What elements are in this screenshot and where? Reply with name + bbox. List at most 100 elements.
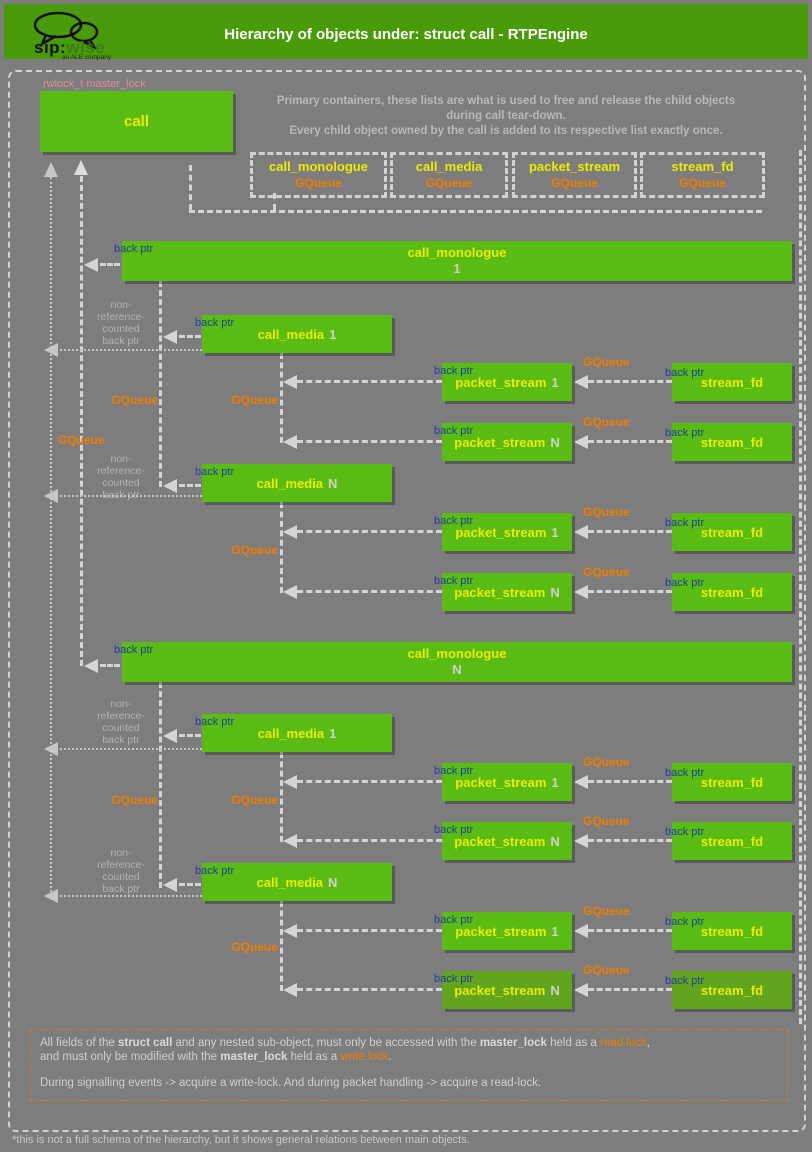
back-ptr-label: back ptr xyxy=(665,517,705,529)
back-ptr-dash xyxy=(297,530,442,533)
container-stream-fd: stream_fd GQueue xyxy=(640,152,765,198)
back-ptr-label: back ptr xyxy=(434,914,474,926)
arrow-left-icon xyxy=(574,375,588,389)
gqueue-label: GQueue xyxy=(583,814,630,828)
back-ptr-dash xyxy=(297,440,442,443)
arrow-left-icon xyxy=(44,343,58,357)
back-ptr-label: back ptr xyxy=(665,577,705,589)
back-ptr-label: back ptr xyxy=(665,367,705,379)
back-ptr-label: back ptr xyxy=(114,644,154,656)
stream-fd-box: stream_fd xyxy=(672,971,792,1009)
packet-stream-box: packet_stream 1 xyxy=(442,363,572,401)
diagram-frame xyxy=(8,70,806,1132)
arrow-up-icon xyxy=(74,160,88,175)
locking-note: All fields of the struct call and any ne… xyxy=(30,1029,788,1101)
nonref-backptr-dash xyxy=(56,349,202,351)
arrow-left-icon xyxy=(574,775,588,789)
medias-queue-line xyxy=(159,281,162,487)
gqueue-label: GQueue xyxy=(111,793,158,807)
media-box: call_media N xyxy=(202,863,392,901)
arrow-left-icon xyxy=(163,878,177,892)
container-name: packet_stream xyxy=(528,159,621,174)
stream-fd-box: stream_fd xyxy=(672,423,792,461)
arrow-left-icon xyxy=(574,983,588,997)
container-queue-line xyxy=(189,165,192,210)
container-type: GQueue xyxy=(295,176,342,190)
arrow-left-icon xyxy=(574,525,588,539)
sfds-queue-dash xyxy=(588,530,672,533)
stream-fd-box: stream_fd xyxy=(672,822,792,860)
streams-queue-line xyxy=(280,353,283,443)
monologue-box-1: call_monologue 1 xyxy=(122,241,792,281)
arrow-up-icon xyxy=(44,162,58,177)
call-box-label: call xyxy=(123,113,150,130)
back-ptr-label: back ptr xyxy=(434,824,474,836)
gqueue-label: GQueue xyxy=(583,505,630,519)
monologue-box-N: call_monologue N xyxy=(122,642,792,682)
packet-stream-box: packet_stream N xyxy=(442,971,572,1009)
media-box: call_media 1 xyxy=(202,714,392,752)
packet-stream-box: packet_stream N xyxy=(442,573,572,611)
sfds-queue-dash xyxy=(588,929,672,932)
note-line-2: and must only be modified with the maste… xyxy=(40,1050,392,1063)
monologue-name: call_monologue xyxy=(407,646,507,661)
arrow-left-icon xyxy=(574,585,588,599)
streams-queue-line xyxy=(280,901,283,991)
media-suffix: 1 xyxy=(329,326,337,342)
sipwise-logo: sip:wise an ALE company xyxy=(22,10,142,61)
arrow-left-icon xyxy=(574,435,588,449)
stream-fd-box: stream_fd xyxy=(672,363,792,401)
nonref-backptr-label: non-reference- counted back ptr xyxy=(97,453,145,501)
sfds-queue-dash xyxy=(588,988,672,991)
back-ptr-label: back ptr xyxy=(434,515,474,527)
arrow-left-icon xyxy=(283,834,297,848)
back-ptr-label: back ptr xyxy=(195,466,235,478)
back-ptr-label: back ptr xyxy=(195,317,235,329)
streams-queue-line xyxy=(280,502,283,593)
arrow-left-icon xyxy=(283,585,297,599)
arrow-left-icon xyxy=(574,834,588,848)
nonref-backptr-dash xyxy=(56,495,202,497)
container-name: call_monologue xyxy=(269,159,368,174)
intro-text: Primary containers, these lists are what… xyxy=(260,94,752,139)
packet-stream-box: packet_stream 1 xyxy=(442,763,572,801)
container-name: stream_fd xyxy=(671,159,734,174)
arrow-left-icon xyxy=(163,479,177,493)
container-type: GQueue xyxy=(679,176,726,190)
sfds-queue-dash xyxy=(588,590,672,593)
container-call-monologue: call_monologue GQueue xyxy=(250,152,387,198)
back-ptr-dash xyxy=(179,734,201,737)
back-ptr-dash xyxy=(100,263,120,266)
streams-queue-line xyxy=(280,752,283,842)
arrow-left-icon xyxy=(163,729,177,743)
arrow-left-icon xyxy=(283,375,297,389)
gqueue-label: GQueue xyxy=(231,393,278,407)
gqueue-label: GQueue xyxy=(583,565,630,579)
arrow-left-icon xyxy=(44,889,58,903)
container-type: GQueue xyxy=(551,176,598,190)
back-ptr-dash xyxy=(297,590,442,593)
gqueue-label: GQueue xyxy=(58,433,105,447)
logo-sip: sip: xyxy=(34,38,67,57)
back-ptr-label: back ptr xyxy=(434,425,474,437)
back-ptr-label: back ptr xyxy=(434,765,474,777)
back-ptr-label: back ptr xyxy=(665,916,705,928)
logo-text: sip:wise xyxy=(34,38,105,58)
gqueue-label: GQueue xyxy=(583,904,630,918)
call-box: call xyxy=(40,91,233,152)
back-ptr-dash xyxy=(297,780,442,783)
monologue-backptr-line xyxy=(80,176,83,666)
back-ptr-label: back ptr xyxy=(665,767,705,779)
arrow-left-icon xyxy=(163,330,177,344)
arrow-left-icon xyxy=(84,659,98,673)
packet-stream-box: packet_stream N xyxy=(442,822,572,860)
arrow-left-icon xyxy=(283,924,297,938)
logo-tagline: an ALE company xyxy=(62,54,112,61)
container-queue-line xyxy=(189,210,762,213)
stream-fd-box: stream_fd xyxy=(672,573,792,611)
back-ptr-dash xyxy=(100,664,120,667)
sfds-queue-dash xyxy=(588,380,672,383)
container-queue-stub xyxy=(273,193,276,210)
arrow-left-icon xyxy=(44,742,58,756)
